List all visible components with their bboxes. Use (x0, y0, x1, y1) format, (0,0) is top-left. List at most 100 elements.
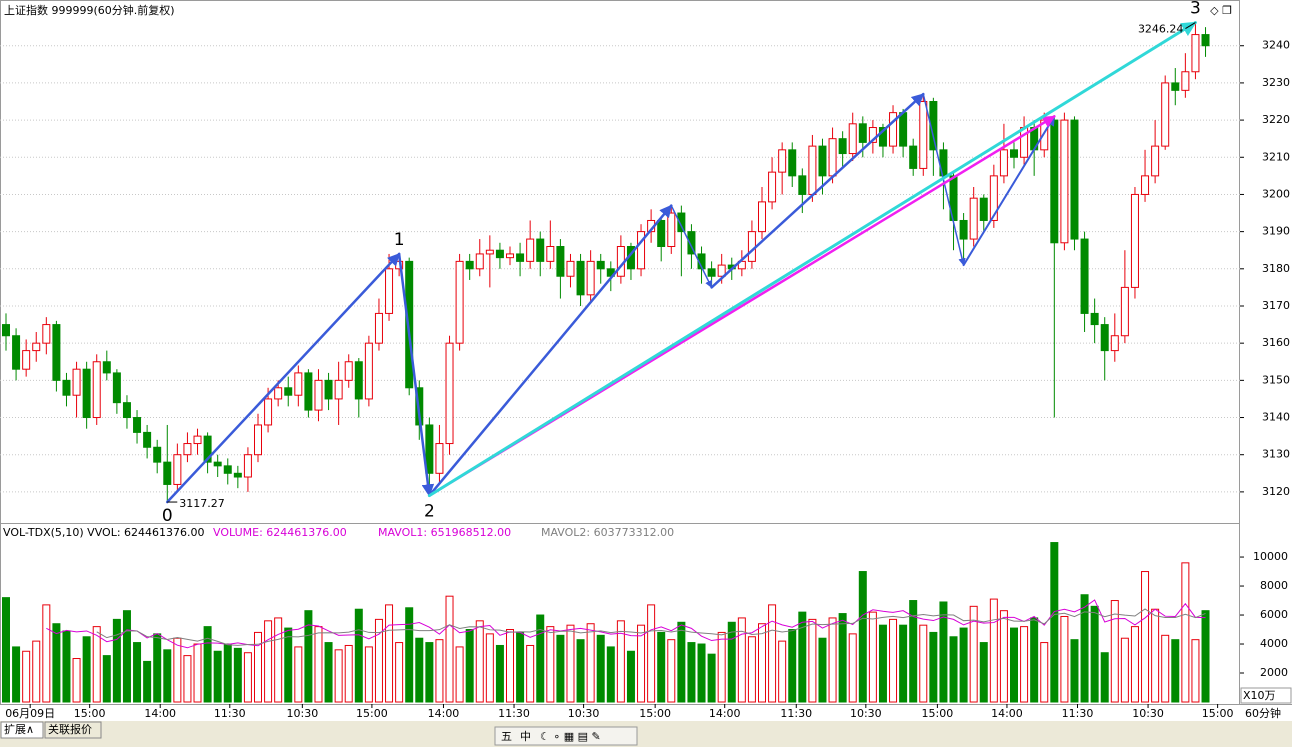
candle-body (52, 324, 61, 381)
volume-bar (495, 644, 504, 703)
y-tick-label: 3130 (1262, 448, 1290, 461)
candle-body (1201, 34, 1210, 47)
volume-bar (848, 633, 857, 703)
candle-body (354, 361, 363, 400)
candle-body (818, 145, 827, 177)
volume-bar (395, 642, 404, 703)
volume-bar (92, 626, 101, 703)
volume-bar (425, 642, 434, 703)
candle-body (72, 368, 81, 396)
wave-arrow (428, 204, 673, 497)
volume-bar (445, 595, 454, 703)
wave-label: 0 (162, 506, 173, 526)
volume-bar (455, 646, 464, 703)
toolbar-icons[interactable]: ☾ ∘ ▦ ▤ ✎ (540, 730, 601, 743)
volume-bar (1090, 605, 1099, 703)
volume-bar (1050, 542, 1059, 703)
candle-body (32, 342, 41, 352)
x-tick-label: 10:30 (287, 707, 319, 720)
candle-body (1171, 82, 1180, 91)
toolbar-button[interactable]: 中 (520, 730, 531, 743)
volume-bar (637, 624, 646, 703)
volume-bar (1080, 594, 1089, 703)
tab-label[interactable]: 关联报价 (48, 722, 92, 736)
volume-bar (878, 624, 887, 703)
volume-bar (213, 650, 222, 703)
x-tick-label: 15:00 (356, 707, 388, 720)
candle-body (233, 472, 242, 478)
price-leader (1185, 22, 1196, 29)
volume-bar (516, 631, 525, 703)
candle-body (42, 324, 51, 344)
mavol-line (96, 608, 1206, 646)
candle-body (909, 145, 918, 169)
volume-bar (1181, 562, 1190, 703)
candle-body (425, 424, 434, 474)
volume-bar (818, 637, 827, 703)
volume-bar (52, 623, 61, 703)
candle-body (385, 268, 394, 314)
candle-body (203, 435, 212, 463)
candle-body (788, 149, 797, 177)
candle-body (576, 260, 585, 296)
volume-bar (949, 636, 958, 703)
candle-body (485, 249, 494, 255)
volume-bar (233, 647, 242, 703)
candle-body (193, 435, 202, 445)
volume-bar (364, 646, 373, 703)
candle-body (1060, 119, 1069, 244)
candle-body (999, 149, 1008, 177)
volume-bar (1020, 626, 1029, 703)
tab[interactable] (44, 721, 102, 739)
y2-tick-label: 10000 (1253, 550, 1288, 563)
x-tick-label: 11:30 (214, 707, 246, 720)
y-tick-label: 3170 (1262, 299, 1290, 312)
x-tick-label: 11:30 (780, 707, 812, 720)
vol-header: MAVOL1: 651968512.00 (378, 526, 511, 539)
volume-bar (1120, 637, 1129, 703)
candle-body (274, 387, 283, 400)
toolbar-button[interactable]: 五 (501, 730, 512, 743)
volume-bar (314, 626, 323, 703)
candle-body (858, 123, 867, 143)
tab-label[interactable]: 扩展∧ (4, 722, 34, 736)
candle-body (546, 246, 555, 262)
volume-bar (254, 631, 262, 703)
period-label: 60分钟 (1245, 706, 1281, 720)
candle-body (364, 342, 373, 400)
wave-arrow (397, 252, 435, 497)
volume-bar (1070, 639, 1079, 703)
wave-label: 3 (1190, 0, 1201, 19)
window-buttons[interactable]: ◇ ❐ (1210, 4, 1232, 17)
x-tick-label: 15:00 (74, 707, 106, 720)
volume-bar (2, 597, 10, 703)
candle-body (1010, 149, 1018, 158)
chart-title: 上证指数 999999(60分钟.前复权) (4, 3, 175, 17)
y2-tick-label: 8000 (1260, 579, 1288, 592)
volume-bar (264, 620, 273, 703)
x-tick-label: 14:00 (428, 707, 460, 720)
candle-body (294, 372, 303, 396)
candle-body (1070, 119, 1079, 240)
volume-bar (606, 646, 615, 703)
y-tick-label: 3190 (1262, 225, 1290, 238)
volume-bar (243, 652, 252, 703)
volume-bar (959, 627, 968, 703)
candle-body (919, 101, 928, 169)
volume-bar (22, 650, 31, 703)
candle-body (586, 260, 595, 296)
volume-bar (344, 644, 353, 703)
volume-bar (374, 618, 383, 703)
volume-bar (183, 655, 192, 703)
volume-bar (727, 621, 736, 703)
x-tick-label: 06月09日 (5, 707, 55, 720)
candle-body (92, 361, 101, 419)
volume-bar (858, 571, 867, 703)
tab[interactable] (0, 721, 44, 739)
candle-body (808, 145, 817, 195)
plot-frame (0, 0, 1240, 705)
candle-body (637, 231, 646, 270)
candle-body (929, 101, 938, 151)
x-tick-label: 10:30 (850, 707, 882, 720)
